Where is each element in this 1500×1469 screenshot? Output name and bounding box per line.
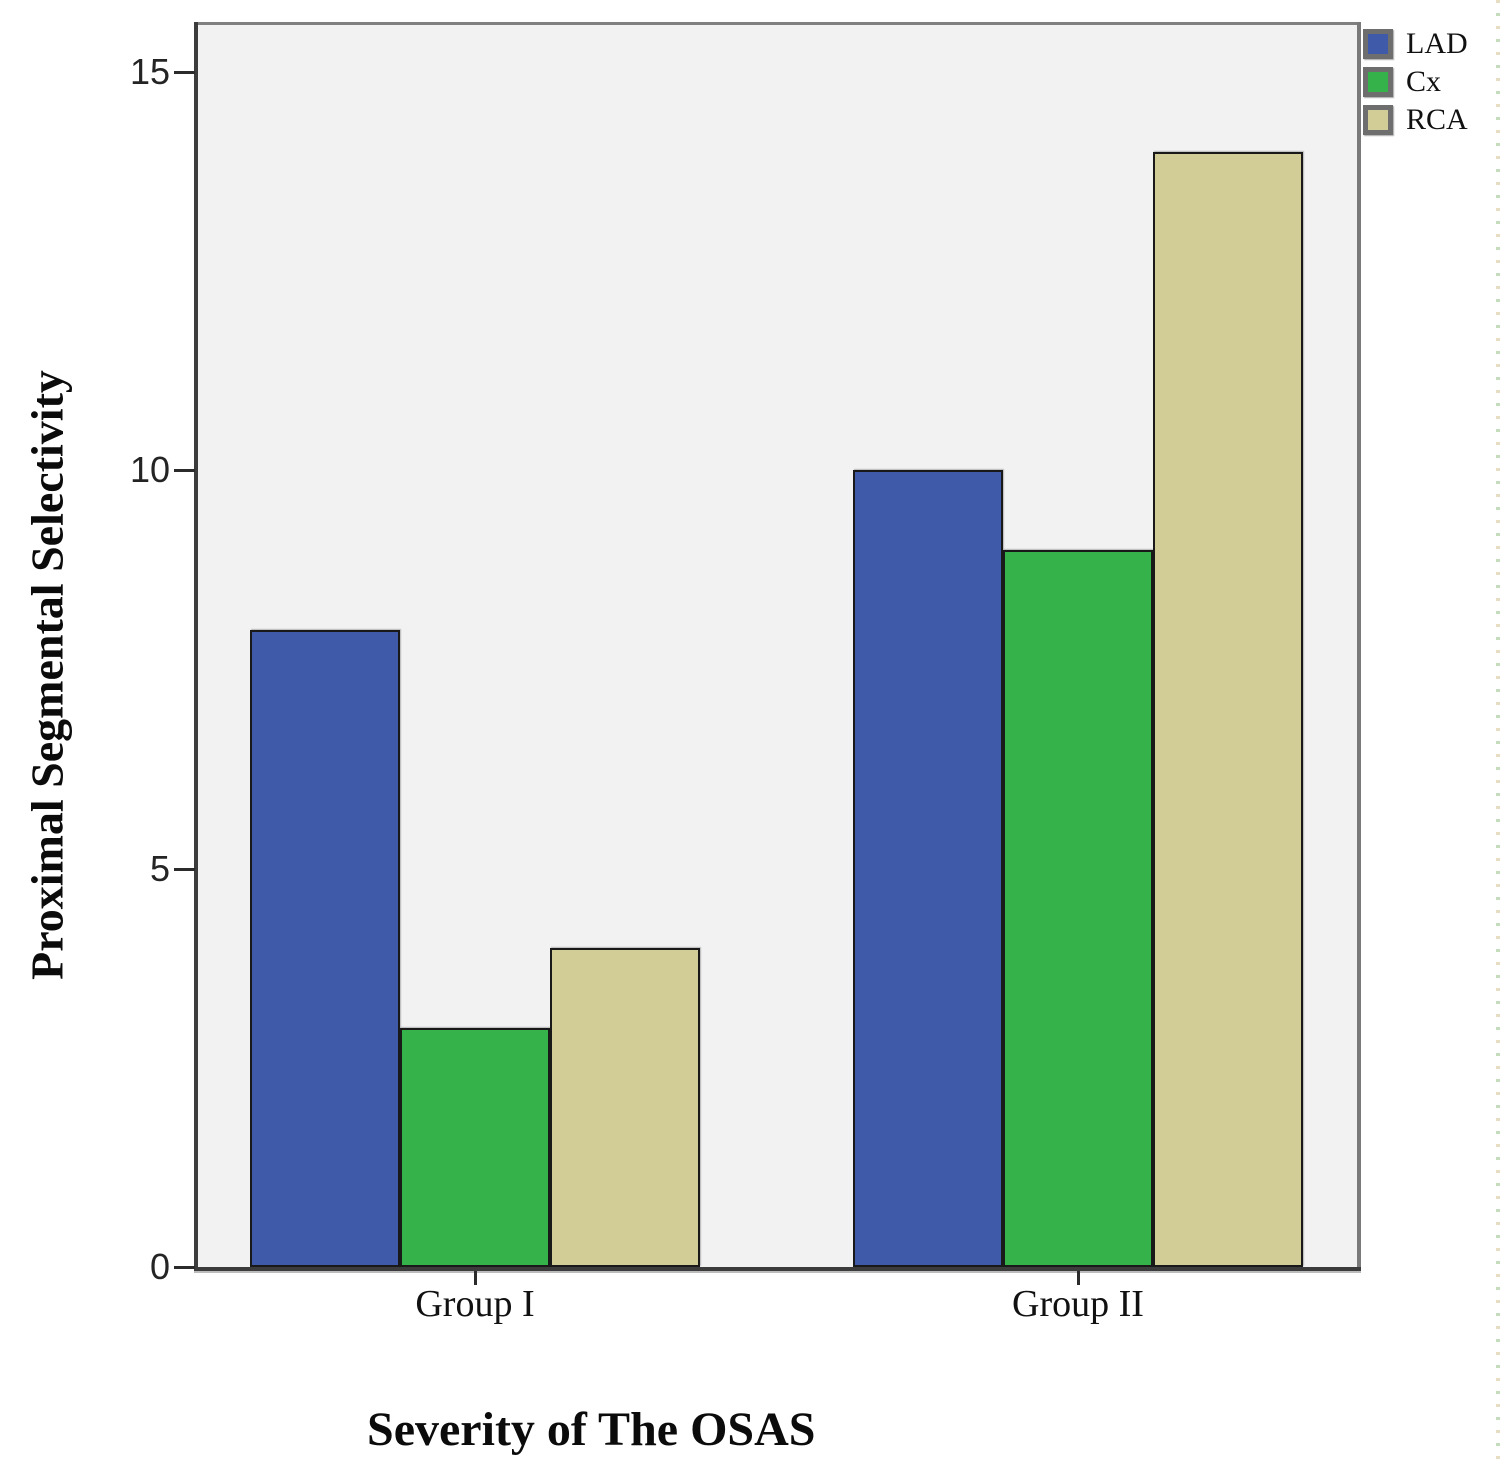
y-axis-line	[194, 22, 198, 1271]
y-tick-mark	[174, 469, 195, 472]
y-tick-mark	[174, 868, 195, 871]
y-tick-mark	[174, 1266, 195, 1269]
bar-cx-group-i	[400, 1028, 550, 1267]
legend-label: RCA	[1406, 103, 1468, 136]
x-tick-mark	[1077, 1271, 1080, 1285]
legend-swatch-icon	[1363, 104, 1393, 135]
bar-rca-group-i	[550, 948, 700, 1267]
legend-swatch-icon	[1363, 66, 1393, 97]
legend-entry-rca: RCA	[1363, 104, 1468, 135]
plot-frame-top	[194, 22, 1361, 25]
x-tick-mark	[474, 1271, 477, 1285]
y-tick-label: 5	[149, 848, 170, 889]
bar-lad-group-i	[250, 630, 400, 1267]
legend-swatch-icon	[1363, 28, 1393, 59]
y-tick-label: 15	[129, 51, 170, 92]
y-tick-mark	[174, 71, 195, 74]
bar-cx-group-ii	[1003, 550, 1153, 1267]
y-tick-label: 10	[129, 449, 170, 490]
legend-entry-lad: LAD	[1363, 28, 1468, 59]
plot-frame-right	[1357, 22, 1361, 1271]
bar-lad-group-ii	[853, 470, 1003, 1267]
x-axis-title: Severity of The OSAS	[367, 1403, 816, 1456]
category-label: Group I	[415, 1283, 535, 1325]
legend-entry-cx: Cx	[1363, 66, 1468, 97]
legend-label: Cx	[1406, 65, 1442, 98]
edge-artifact	[1496, 0, 1500, 1469]
x-axis-line	[194, 1267, 1361, 1271]
legend: LAD Cx RCA	[1363, 28, 1468, 142]
y-tick-label: 0	[149, 1246, 170, 1287]
y-axis-title: Proximal Segmental Selectivity	[21, 370, 73, 980]
x-axis-shadow	[194, 1271, 1361, 1273]
legend-label: LAD	[1406, 27, 1468, 60]
bar-rca-group-ii	[1153, 152, 1303, 1267]
category-label: Group II	[1012, 1283, 1144, 1325]
